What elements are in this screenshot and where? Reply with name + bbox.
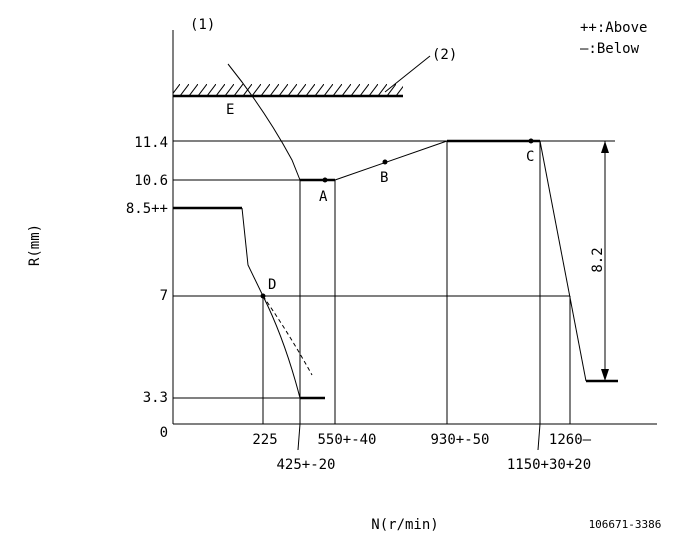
y-axis-title: R(mm) xyxy=(27,224,43,266)
point-label: B xyxy=(380,170,388,186)
x-label: 550+-40 xyxy=(317,432,376,448)
x-label: 225 xyxy=(252,432,277,448)
legend-below: —:Below xyxy=(580,41,640,57)
point-label: A xyxy=(319,189,328,205)
y-label: 10.6 xyxy=(134,173,168,189)
y-label: 8.5++ xyxy=(126,201,168,217)
label: (2) xyxy=(432,47,457,63)
legend-above: ++:Above xyxy=(580,20,647,36)
x-label: 425+-20 xyxy=(276,457,335,473)
x-axis-title: N(r/min) xyxy=(371,517,438,533)
x-label: 1260— xyxy=(549,432,592,448)
x-label: 930+-50 xyxy=(430,432,489,448)
y-label: 7 xyxy=(160,288,168,304)
y-label: 3.3 xyxy=(143,390,168,406)
stroke-label: 8.2 xyxy=(590,247,606,272)
point-label: E xyxy=(226,102,234,118)
point-label: C xyxy=(526,149,534,165)
drawing-code: 106671-3386 xyxy=(589,518,662,531)
label: (1) xyxy=(190,17,215,33)
frame xyxy=(172,30,657,451)
x-label: 1150+30+20 xyxy=(507,457,591,473)
y-label: 0 xyxy=(160,425,168,441)
point-label: D xyxy=(268,277,276,293)
y-label: 11.4 xyxy=(134,135,168,151)
